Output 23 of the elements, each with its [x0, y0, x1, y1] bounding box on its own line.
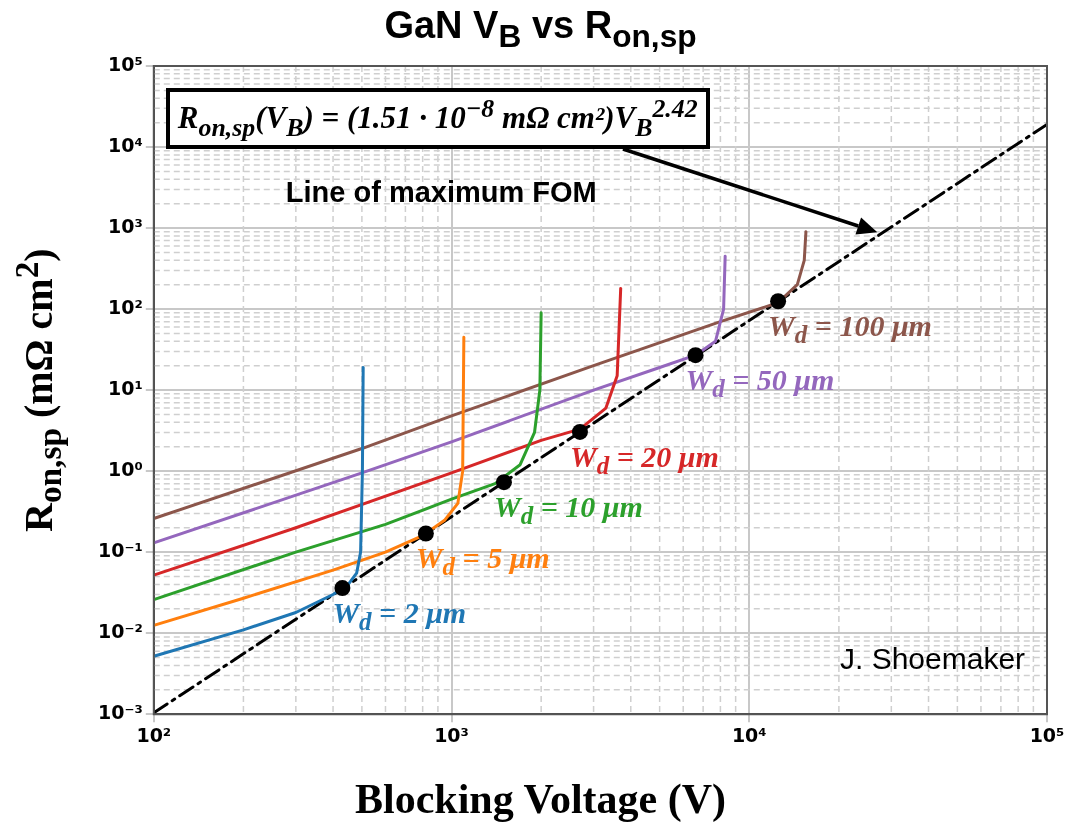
annotation: J. Shoemaker — [840, 642, 1026, 677]
y-tick-label: 10³ — [108, 214, 143, 237]
chart-title: GaN V$_{B}$ vs R$_{on,sp}$ — [383, 4, 698, 55]
y-tick-label: 10⁻³ — [97, 701, 143, 724]
x-tick-label: 10⁴ — [731, 723, 767, 746]
series-label: W$_{d}$ = 5 μm — [415, 541, 550, 582]
x-tick-label: 10² — [136, 723, 172, 746]
y-tick-label: 10⁻¹ — [97, 539, 143, 562]
series-label: W$_{d}$ = 10 μm — [493, 490, 643, 531]
series-label: W$_{d}$ = 50 μm — [685, 363, 835, 404]
y-tick-label: 10⁵ — [108, 52, 143, 75]
y-tick-label: 10¹ — [108, 377, 143, 400]
series-label: W$_{d}$ = 20 μm — [569, 439, 719, 480]
y-tick-label: 10⁻² — [97, 620, 143, 643]
x-tick-label: 10⁵ — [1029, 723, 1065, 746]
y-tick-label: 10⁴ — [108, 133, 143, 156]
x-axis-title: Blocking Voltage (V) — [354, 775, 727, 823]
x-tick-label: 10³ — [434, 723, 469, 746]
series-label: W$_{d}$ = 2 μm — [332, 596, 467, 637]
annotation: Line of maximum FOM — [285, 176, 597, 209]
series-label: W$_{d}$ = 100 μm — [768, 309, 932, 350]
y-tick-label: 10² — [108, 296, 143, 319]
y-tick-label: 10⁰ — [108, 458, 143, 481]
